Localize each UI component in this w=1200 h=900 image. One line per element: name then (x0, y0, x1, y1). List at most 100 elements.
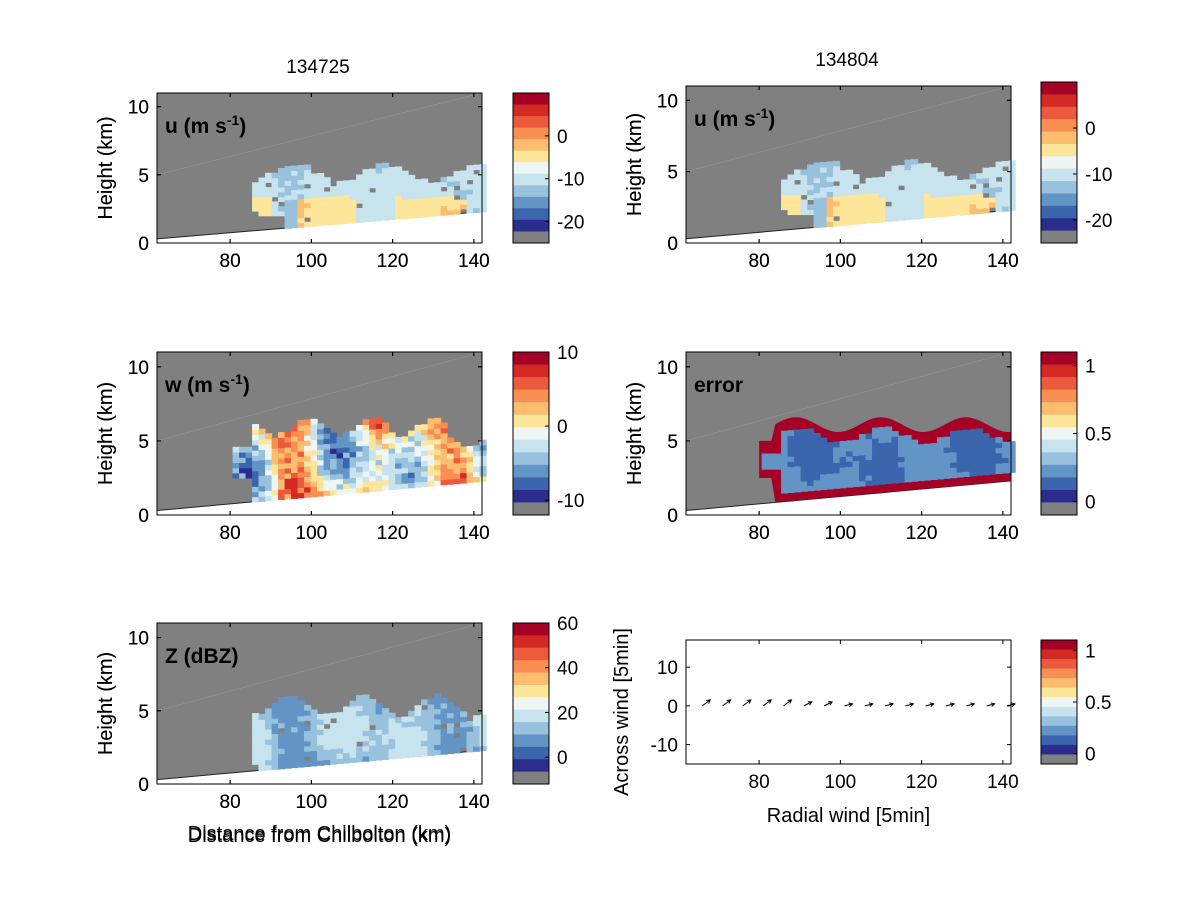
x-tick-label: 100 (825, 772, 857, 793)
heatmap-cell (356, 207, 364, 214)
heatmap-cell (421, 719, 429, 726)
heatmap-cell (382, 733, 390, 740)
heatmap-cell (872, 438, 880, 444)
heatmap-cell (943, 441, 951, 448)
heatmap-cell (271, 187, 279, 193)
heatmap-cell (271, 463, 279, 470)
y-tick-label: 5 (667, 163, 678, 184)
heatmap-cell (271, 733, 279, 740)
heatmap-cell (846, 466, 854, 473)
heatmap-cell (408, 716, 416, 722)
heatmap-cell (460, 477, 468, 484)
heatmap-cell (930, 453, 938, 460)
heatmap-cell (1008, 446, 1016, 453)
heatmap-cell (937, 176, 945, 183)
heatmap-cell (265, 201, 273, 207)
heatmap-cell (898, 165, 906, 171)
heatmap-cell (343, 757, 351, 764)
heatmap-cell (375, 739, 383, 746)
heatmap-cell (453, 706, 461, 713)
heatmap-cell (937, 452, 945, 459)
heatmap-cell (885, 452, 893, 459)
heatmap-cell (421, 183, 429, 189)
heatmap-cell (304, 476, 312, 483)
heatmap-cell (304, 745, 312, 752)
heatmap-cell (813, 432, 821, 439)
heatmap-cell (898, 451, 906, 457)
heatmap-cell (421, 192, 429, 199)
colorbar-swatch (513, 402, 549, 416)
heatmap-cell (447, 452, 455, 459)
heatmap-cell (349, 179, 357, 186)
x-tick-label: 100 (296, 251, 328, 272)
heatmap-cell (781, 194, 789, 201)
colorbar-swatch (513, 439, 549, 453)
heatmap-cell (969, 465, 977, 472)
heatmap-cell (369, 449, 377, 456)
heatmap-cell (891, 200, 899, 207)
heatmap-cell (323, 433, 331, 439)
heatmap-cell (930, 463, 938, 470)
heatmap-cell (401, 189, 409, 196)
heatmap-cell (252, 434, 260, 441)
heatmap-cell (473, 188, 481, 194)
heatmap-cell (473, 460, 481, 467)
heatmap-cell (911, 208, 919, 215)
heatmap-cell (839, 466, 847, 473)
heatmap-cell (284, 493, 292, 500)
heatmap-cell (369, 182, 377, 189)
x-tick-label: 100 (825, 523, 857, 544)
colorbar-swatch (513, 104, 549, 117)
heatmap-cell (369, 454, 377, 461)
heatmap-cell (401, 462, 409, 469)
heatmap-cell (278, 191, 286, 198)
heatmap-cell (232, 446, 240, 453)
colorbar-swatch (513, 389, 549, 403)
heatmap-cell (317, 454, 325, 461)
heatmap-cell (781, 477, 789, 484)
heatmap-cell (388, 463, 396, 470)
heatmap-cell (787, 466, 795, 473)
heatmap-cell (271, 479, 279, 486)
heatmap-cell (284, 472, 292, 479)
heatmap-cell (1002, 185, 1010, 192)
heatmap-cell (956, 451, 964, 457)
heatmap-cell (434, 464, 442, 471)
colorbar-swatch (513, 746, 549, 760)
heatmap-cell (343, 488, 351, 495)
heatmap-cell (408, 482, 416, 489)
heatmap-cell (820, 191, 828, 198)
heatmap-cell (807, 469, 815, 476)
heatmap-cell (813, 469, 821, 476)
heatmap-cell (330, 753, 338, 760)
heatmap-cell (872, 202, 880, 208)
colorbar-swatch (1041, 414, 1077, 428)
heatmap-cell (382, 200, 390, 207)
heatmap-cell (414, 455, 422, 462)
heatmap-cell (460, 451, 468, 458)
x-tick-label: 80 (220, 523, 241, 544)
heatmap-cell (310, 709, 318, 716)
heatmap-cell (258, 490, 266, 497)
heatmap-cell (245, 452, 253, 458)
heatmap-cell (323, 215, 331, 221)
heatmap-cell (427, 465, 435, 471)
heatmap-cell (859, 449, 867, 456)
heatmap-cell (317, 187, 325, 193)
heatmap-cell (252, 481, 260, 487)
heatmap-cell (865, 454, 873, 460)
heatmap-cell (297, 731, 305, 737)
heatmap-cell (375, 754, 383, 761)
heatmap-cell (865, 459, 873, 466)
heatmap-cell (898, 446, 906, 452)
heatmap-cell (284, 722, 292, 728)
heatmap-cell (473, 730, 481, 737)
heatmap-cell (813, 187, 821, 194)
heatmap-cell (800, 174, 808, 181)
heatmap-cell (258, 729, 266, 736)
heatmap-cell (813, 453, 821, 460)
heatmap-cell (479, 439, 487, 446)
heatmap-cell (310, 173, 318, 179)
y-tick-label: 10 (128, 629, 149, 650)
x-tick-label: 140 (987, 251, 1019, 272)
